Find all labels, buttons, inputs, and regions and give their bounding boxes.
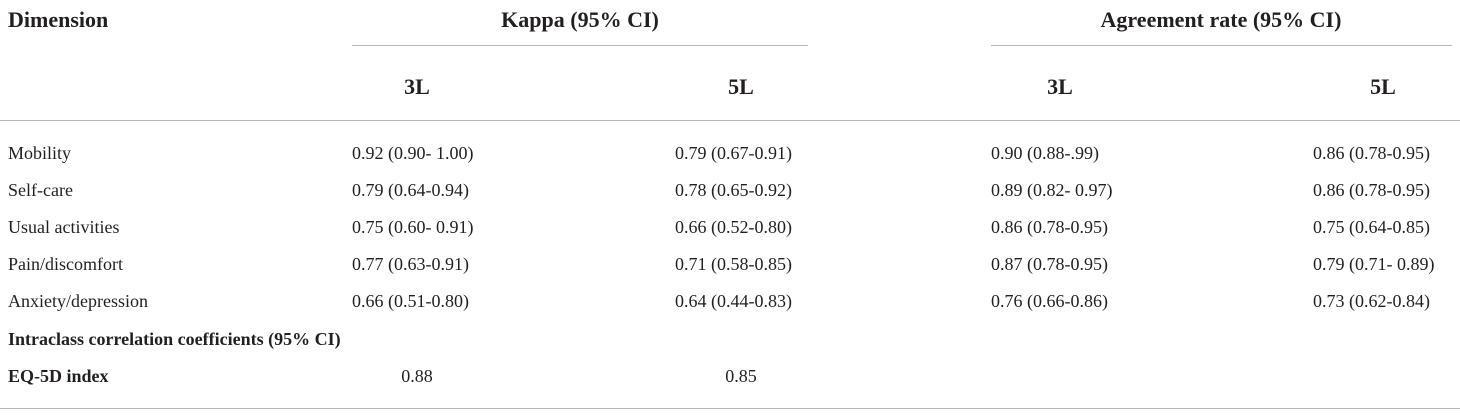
cell-agreement-5l: 0.73 (0.62-0.84): [1313, 291, 1430, 311]
cell-kappa-5l: 0.71 (0.58-0.85): [675, 254, 792, 274]
cell-kappa-5l: 0.66 (0.52-0.80): [675, 217, 792, 237]
row-dimension: Usual activities: [8, 217, 120, 237]
header-agreement-rate: Agreement rate (95% CI): [1100, 7, 1342, 32]
cell-agreement-3l: 0.86 (0.78-0.95): [991, 217, 1108, 237]
header-dimension: Dimension: [8, 7, 109, 32]
cell-kappa-3l: 0.75 (0.60- 0.91): [352, 217, 474, 237]
header-kappa: Kappa (95% CI): [501, 7, 659, 32]
header-rule: [0, 120, 1460, 121]
cell-kappa-3l: 0.92 (0.90- 1.00): [352, 143, 474, 163]
cell-kappa-5l: 0.64 (0.44-0.83): [675, 291, 792, 311]
row-dimension: Self-care: [8, 180, 73, 200]
eq5d-index-5l: 0.85: [725, 366, 757, 386]
cell-agreement-5l: 0.86 (0.78-0.95): [1313, 143, 1430, 163]
header-agreement-5l: 5L: [1370, 74, 1396, 99]
header-kappa-5l: 5L: [728, 74, 754, 99]
cell-kappa-3l: 0.77 (0.63-0.91): [352, 254, 469, 274]
cell-agreement-5l: 0.79 (0.71- 0.89): [1313, 254, 1435, 274]
row-dimension: Pain/discomfort: [8, 254, 123, 274]
kappa-span-rule: [352, 45, 808, 46]
icc-section-heading: Intraclass correlation coefficients (95%…: [8, 329, 341, 349]
cell-agreement-5l: 0.86 (0.78-0.95): [1313, 180, 1430, 200]
cell-agreement-3l: 0.76 (0.66-0.86): [991, 291, 1108, 311]
agreement-span-rule: [991, 45, 1452, 46]
cell-agreement-3l: 0.90 (0.88-.99): [991, 143, 1099, 163]
cell-kappa-5l: 0.78 (0.65-0.92): [675, 180, 792, 200]
cell-agreement-3l: 0.89 (0.82- 0.97): [991, 180, 1113, 200]
eq5d-index-3l: 0.88: [401, 366, 433, 386]
header-kappa-3l: 3L: [404, 74, 430, 99]
cell-kappa-3l: 0.79 (0.64-0.94): [352, 180, 469, 200]
row-dimension: Anxiety/depression: [8, 291, 148, 311]
eq5d-index-label: EQ-5D index: [8, 366, 109, 386]
table-bottom-rule: [0, 408, 1460, 409]
row-dimension: Mobility: [8, 143, 72, 163]
cell-agreement-3l: 0.87 (0.78-0.95): [991, 254, 1108, 274]
cell-kappa-5l: 0.79 (0.67-0.91): [675, 143, 792, 163]
header-agreement-3l: 3L: [1047, 74, 1073, 99]
cell-kappa-3l: 0.66 (0.51-0.80): [352, 291, 469, 311]
cell-agreement-5l: 0.75 (0.64-0.85): [1313, 217, 1430, 237]
